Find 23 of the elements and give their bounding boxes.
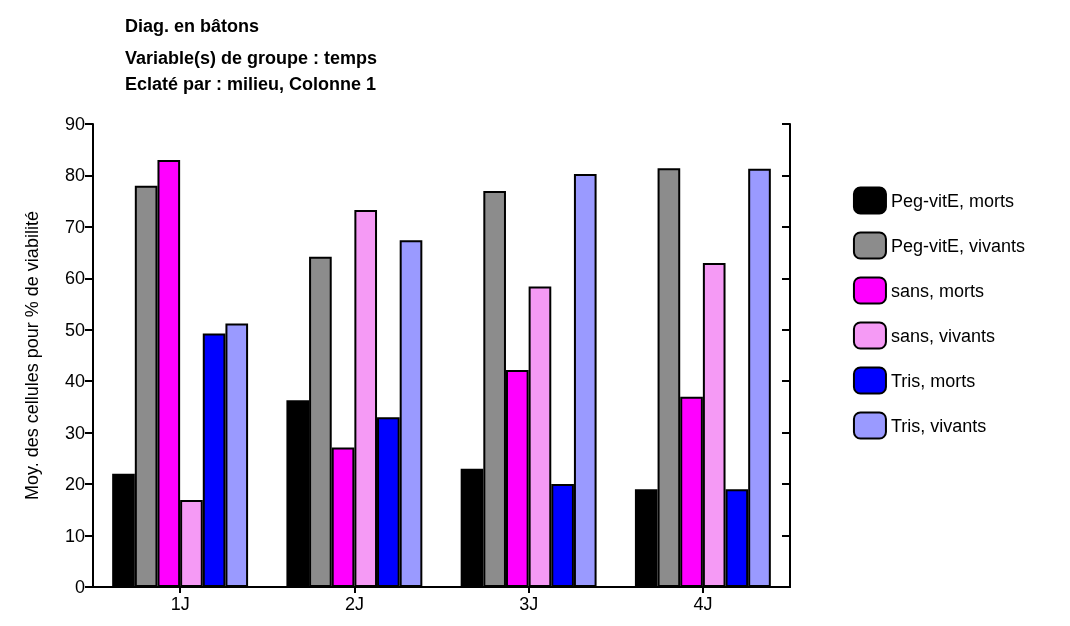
y-tick-label: 10 [64,525,85,546]
legend-label: sans, morts [890,280,984,301]
x-tick-label: 1J [170,594,190,614]
legend-label: Peg-vitE, morts [890,190,1014,211]
x-tick-label: 4J [693,594,713,614]
legend-label: Tris, vivants [890,415,987,436]
y-tick-label: 50 [64,319,85,340]
x-tick-label: 3J [519,594,539,614]
y-tick-label: 90 [64,114,85,134]
y-tick-label: 20 [64,474,85,495]
x-tick-label: 2J [344,594,364,614]
chart-title: Diag. en bâtons [125,16,260,36]
y-tick-label: 30 [64,422,85,443]
legend-label: Tris, morts [890,370,976,391]
y-tick-label: 0 [74,577,85,597]
y-tick-label: 70 [64,216,85,237]
chart-subtitle: Variable(s) de groupe : temps Eclaté par : milieu, Colonne 1 [125,48,378,94]
y-tick-label: 80 [64,165,85,186]
y-axis-title: Moy. des cellules pour % de viabilité [22,211,42,500]
y-tick-label: 60 [64,268,85,289]
legend-label: sans, vivants [890,325,995,346]
legend-label: Peg-vitE, vivants [890,235,1026,256]
y-tick-label: 40 [64,371,85,392]
